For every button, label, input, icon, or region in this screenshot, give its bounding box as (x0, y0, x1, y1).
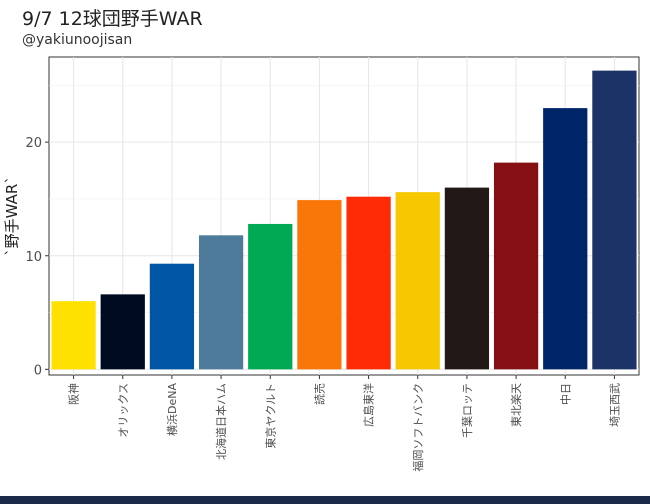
x-tick-label: 東北楽天 (510, 383, 523, 427)
x-tick-label: 広島東洋 (362, 383, 376, 427)
bar (493, 162, 539, 370)
x-tick-label: 福岡ソフトバンク (411, 383, 425, 472)
y-axis-label: `野手WAR` (3, 176, 21, 256)
bar (444, 187, 490, 370)
bar (248, 223, 293, 370)
y-tick-label: 10 (25, 250, 42, 265)
bar (297, 200, 342, 370)
x-tick-label: 読売 (312, 383, 326, 405)
bar (51, 301, 96, 370)
y-tick-label: 0 (34, 363, 42, 378)
x-tick-label: オリックス (117, 383, 130, 438)
x-tick-label: 横浜DeNA (165, 383, 179, 436)
x-tick-label: 北海道日本ハム (214, 383, 228, 460)
y-tick-label: 20 (25, 136, 42, 151)
x-tick-label: 埼玉西武 (607, 383, 621, 427)
bars (51, 70, 637, 370)
bar (592, 70, 637, 370)
plot-panel (48, 56, 640, 376)
chart-title: 9/7 12球団野手WAR (22, 8, 203, 30)
bar (100, 294, 145, 370)
x-tick-label: 千葉ロッテ (460, 383, 474, 438)
bar (543, 108, 588, 370)
bar (395, 192, 440, 370)
chart-subtitle: @yakiunoojisan (22, 32, 133, 48)
bar (198, 235, 244, 370)
bottom-bar (0, 496, 650, 504)
axes: 0 10 20 阪神 オリックス 横浜DeNA 北海道日本ハム 東京ヤクルト 読売 広島東洋 福岡ソ… (25, 136, 621, 471)
bar (149, 263, 195, 370)
bar (346, 196, 391, 370)
x-tick-label: 東京ヤクルト (263, 383, 277, 449)
x-tick-label: 阪神 (67, 383, 81, 405)
x-tick-label: 中日 (559, 383, 572, 405)
